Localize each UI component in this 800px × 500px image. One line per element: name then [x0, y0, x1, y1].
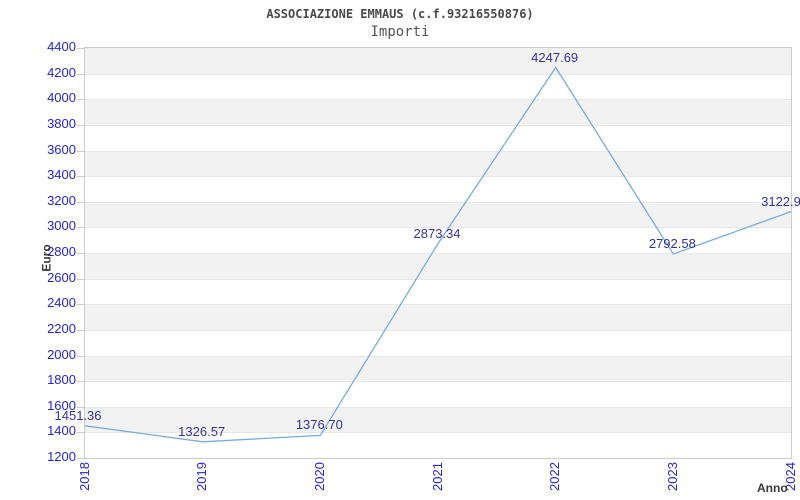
y-axis-tick-label: 1800	[47, 372, 76, 388]
grid-band	[85, 355, 791, 382]
y-axis-tick	[77, 278, 84, 280]
chart-title: ASSOCIAZIONE EMMAUS (c.f.93216550876)	[266, 7, 534, 21]
point-value-label: 2792.58	[648, 235, 696, 251]
point-value-label: 3122.9	[761, 193, 800, 209]
x-axis-tick-label-text: 2019	[194, 461, 210, 491]
y-axis-tick-label: 4400	[47, 39, 76, 54]
x-axis-tick-label: 2018	[67, 459, 101, 493]
y-axis-tick	[77, 227, 84, 229]
y-axis-tick	[77, 355, 84, 357]
grid-band	[85, 227, 791, 253]
y-axis-tick	[77, 381, 84, 383]
plot-area	[77, 47, 792, 459]
y-axis-tick-label: 2800	[47, 244, 76, 259]
x-axis-tick-label-text: 2021	[429, 461, 445, 491]
grid-band	[85, 124, 791, 151]
x-axis-tick-label: 2023	[655, 459, 689, 493]
point-value-label: 2873.34	[413, 225, 461, 241]
point-value-label: 4247.69	[531, 49, 579, 65]
y-axis-tick	[77, 201, 84, 203]
y-axis-tick	[77, 304, 84, 306]
line-series	[84, 66, 792, 443]
grid-band	[85, 278, 791, 305]
y-axis-tick-label: 3400	[47, 167, 76, 183]
grid-band	[85, 48, 791, 74]
grid-band	[85, 99, 791, 125]
grid-band	[85, 406, 791, 433]
y-axis-tick	[77, 99, 84, 101]
y-axis-tick-label: 4000	[47, 90, 76, 106]
line-series-canvas	[84, 66, 792, 443]
x-axis-tick-label: 2022	[538, 459, 572, 493]
grid-band	[85, 253, 791, 279]
y-axis-tick-label: 3000	[47, 218, 76, 234]
grid-band	[85, 381, 791, 407]
y-axis-tick	[77, 48, 84, 49]
y-axis-tick-label: 2400	[47, 295, 76, 311]
y-axis-tick-label: 1600	[47, 397, 76, 413]
y-axis-tick-label: 3200	[47, 192, 76, 208]
x-axis-tick-label: 2021	[420, 459, 454, 493]
y-axis-tick	[77, 458, 84, 459]
y-axis-tick-label: 1200	[47, 449, 76, 464]
point-value-label: 1326.57	[178, 423, 226, 439]
y-axis-tick	[77, 124, 84, 126]
y-axis-tick-label: 4200	[47, 64, 76, 80]
y-axis-tick	[77, 329, 84, 331]
y-axis-tick	[77, 253, 84, 254]
grid-band	[85, 176, 791, 202]
x-axis-tick-label-text: 2023	[664, 461, 680, 491]
y-axis-tick	[77, 176, 84, 178]
y-axis-title: Euro	[39, 242, 54, 274]
grid-band	[85, 73, 791, 100]
x-axis-tick-label-text: 2020	[311, 461, 327, 491]
y-axis-tick	[77, 406, 84, 408]
grid-band	[85, 150, 791, 177]
x-axis-tick-label: 2019	[185, 459, 219, 493]
y-axis-tick	[77, 432, 84, 434]
y-axis-tick-label: 3600	[47, 141, 76, 157]
y-axis-tick	[77, 150, 84, 152]
chart-subtitle: Importi	[370, 24, 430, 40]
x-axis-tick-label: 2020	[302, 459, 336, 493]
y-axis-tick	[77, 73, 84, 75]
y-axis-tick-label: 3800	[47, 115, 76, 131]
x-axis-tick-label-text: 2018	[76, 461, 92, 491]
y-axis-tick-label: 2000	[47, 346, 76, 362]
y-axis-tick-label: 2200	[47, 320, 76, 336]
point-value-label: 1451.36	[54, 407, 102, 423]
grid-band	[85, 304, 791, 330]
y-axis-tick-label: 1400	[47, 423, 76, 439]
grid-band	[85, 201, 791, 228]
x-axis-tick-label-text: 2022	[547, 461, 563, 491]
y-axis-title-text: Euro	[39, 244, 54, 272]
grid-band	[85, 432, 791, 458]
x-axis-title: Anno	[757, 481, 788, 495]
y-axis-tick-label: 2600	[47, 269, 76, 285]
grid-band	[85, 329, 791, 356]
point-value-label: 1376.70	[295, 417, 343, 433]
